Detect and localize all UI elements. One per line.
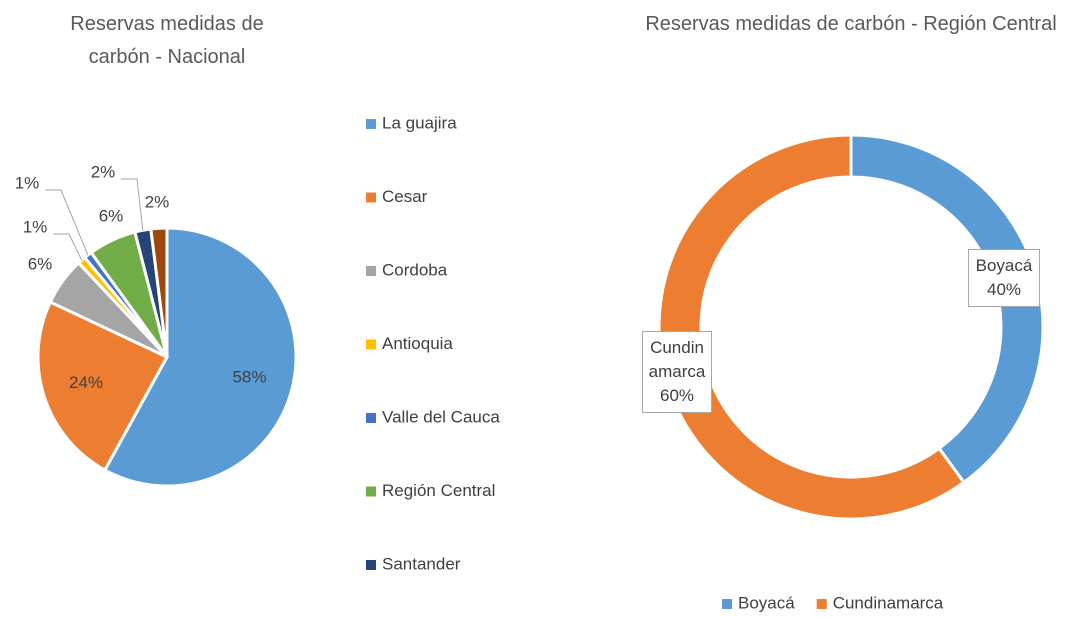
legend-swatch <box>366 486 376 497</box>
legend-swatch <box>366 413 376 423</box>
slice <box>102 226 298 488</box>
data-label: 58% <box>232 368 266 387</box>
legend-swatch <box>366 119 376 129</box>
leader-line <box>121 178 144 231</box>
slice <box>36 300 170 473</box>
legend-label: Cordoba <box>382 260 448 279</box>
data-label-text: 40% <box>986 280 1022 299</box>
legend-label: Cundinamarca <box>833 593 944 612</box>
legend-label: Antioquia <box>382 334 453 353</box>
data-label: 1% <box>23 217 48 236</box>
data-label: Boyacá 40% <box>968 249 1040 307</box>
data-label: Cundinamarca 60% <box>642 331 712 413</box>
data-label: 6% <box>99 206 124 225</box>
legend-swatch <box>816 599 827 609</box>
legend-swatch <box>366 560 376 570</box>
slice <box>849 133 1045 485</box>
chart-title: Reservas medidas de carbón - Nacional <box>70 13 264 68</box>
legend-swatch <box>366 192 376 203</box>
data-label-text: Boyacá <box>975 256 1033 275</box>
legend-label: Cesar <box>382 187 428 206</box>
legend-label: Santander <box>382 554 461 573</box>
legend-swatch <box>722 599 732 609</box>
legend-swatch <box>366 339 376 350</box>
data-label-text: Cundinamarca <box>648 338 706 381</box>
data-label-text: 60% <box>659 386 695 405</box>
data-label: 1% <box>15 173 40 192</box>
slice <box>149 226 169 358</box>
legend-label: Región Central <box>382 481 495 500</box>
legend-label: La guajira <box>382 113 457 132</box>
data-label: 24% <box>69 373 103 392</box>
legend-label: Valle del Cauca <box>382 407 500 426</box>
data-label: 6% <box>28 254 53 273</box>
data-label: 2% <box>91 162 116 181</box>
legend-swatch <box>366 266 376 276</box>
slice <box>657 133 966 521</box>
leader-line <box>53 233 83 261</box>
data-label: 2% <box>145 192 170 211</box>
chart-title: Reservas medidas de carbón - Región Cent… <box>645 13 1057 35</box>
leader-line <box>45 189 89 256</box>
legend-label: Boyacá <box>738 593 795 612</box>
